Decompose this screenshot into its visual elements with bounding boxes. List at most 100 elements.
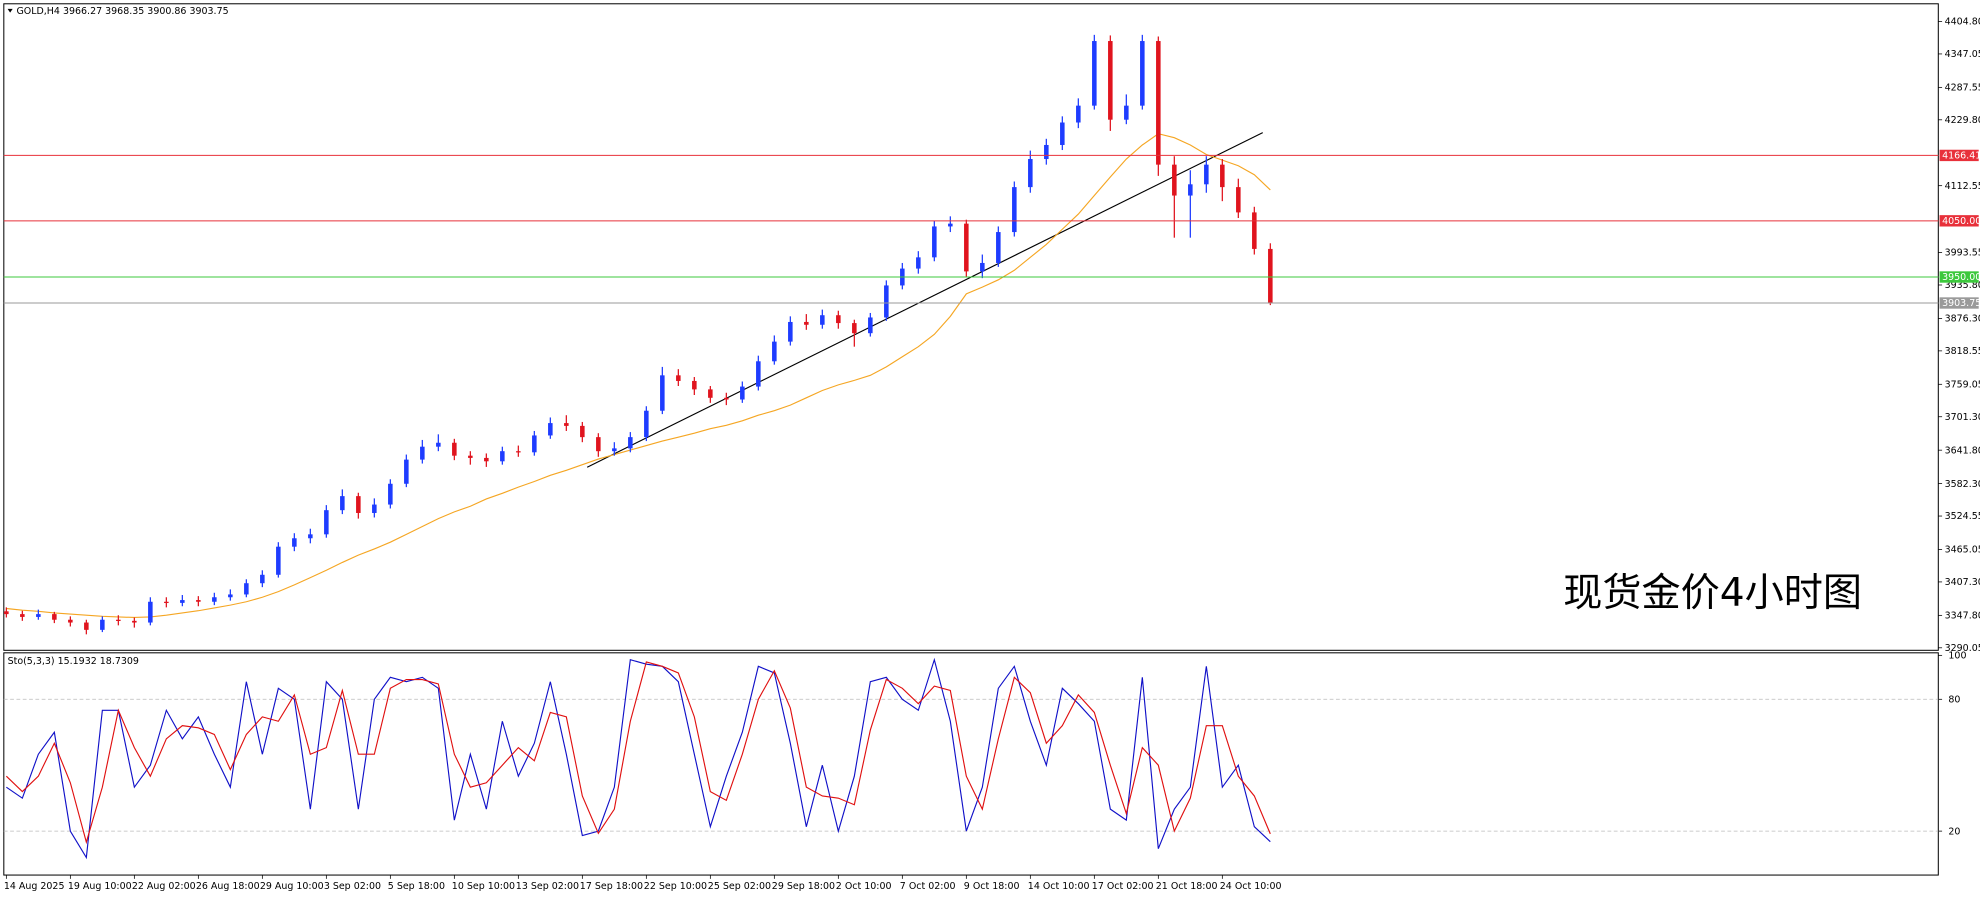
level-label-box [1939, 297, 1979, 309]
candle-body [820, 315, 825, 325]
candle-body [804, 321, 809, 325]
y-tick-label: 3290.05 [1945, 643, 1980, 654]
candle-body [1252, 212, 1257, 249]
candle-body [916, 257, 921, 269]
candle-body [676, 375, 681, 381]
y-tick-label: 20 [1948, 826, 1960, 837]
indicator-line [5, 661, 1271, 845]
candle-body [628, 437, 633, 449]
candle-body [388, 483, 393, 505]
candle-body [868, 317, 873, 334]
candle-body [212, 597, 217, 602]
candle-body [1236, 187, 1241, 213]
candle-body [196, 600, 201, 602]
candle-body [964, 223, 969, 272]
candle-body [4, 611, 9, 615]
candle-body [1028, 159, 1033, 188]
candle-body [996, 232, 1001, 263]
candle-body [1012, 187, 1017, 233]
x-tick-label: 21 Oct 18:00 [1156, 881, 1218, 892]
y-tick-label: 100 [1948, 651, 1966, 662]
candle-body [452, 442, 457, 456]
y-tick-label: 3407.30 [1945, 577, 1980, 588]
candle-body [244, 583, 249, 595]
candle-body [500, 451, 505, 462]
candle-body [1140, 41, 1145, 106]
candle-body [340, 496, 345, 511]
candle-body [276, 546, 281, 575]
x-tick-label: 29 Sep 18:00 [772, 881, 835, 892]
candle-body [724, 397, 729, 400]
candle-body [84, 622, 89, 630]
x-tick-label: 7 Oct 02:00 [900, 881, 956, 892]
level-label-box [1939, 271, 1979, 283]
candle-body [644, 410, 649, 438]
candle-body [404, 459, 409, 484]
candle-body [116, 619, 121, 621]
y-tick-label: 3347.80 [1945, 611, 1980, 622]
x-tick-label: 14 Aug 2025 [4, 881, 65, 892]
x-tick-label: 19 Aug 10:00 [68, 881, 132, 892]
candle-body [1076, 105, 1081, 123]
y-tick-label: 3465.05 [1945, 545, 1980, 556]
x-tick-label: 17 Sep 18:00 [580, 881, 643, 892]
candle-body [260, 574, 265, 584]
candle-body [436, 442, 441, 447]
indicator-panel-frame [3, 652, 1939, 876]
x-tick-label: 5 Sep 18:00 [388, 881, 445, 892]
menu-arrow [7, 8, 13, 13]
candle-body [516, 451, 521, 453]
candle-body [756, 361, 761, 387]
candle-body [596, 437, 601, 452]
x-tick-label: 25 Sep 02:00 [708, 881, 771, 892]
level-label: 4050.00 [1942, 216, 1980, 227]
x-tick-label: 2 Oct 10:00 [836, 881, 892, 892]
candle-body [180, 600, 185, 603]
candle-body [1188, 184, 1193, 196]
main-panel-frame [3, 3, 1939, 651]
candle-body [36, 614, 41, 617]
indicator-title: Sto(5,3,3) 15.1932 18.7309 [8, 656, 139, 667]
trend-line [586, 132, 1263, 468]
candle-body [1044, 144, 1049, 160]
candle-body [292, 538, 297, 547]
y-tick-label: 3759.05 [1945, 379, 1980, 390]
candle-body [100, 619, 105, 630]
y-tick-label: 3993.55 [1945, 248, 1980, 259]
candle-body [1220, 164, 1225, 188]
candle-body [932, 226, 937, 258]
candle-body [132, 620, 137, 623]
y-tick-label: 3935.80 [1945, 280, 1980, 291]
y-tick-label: 4347.05 [1945, 49, 1980, 60]
y-tick-label: 4229.80 [1945, 115, 1980, 126]
candle-body [980, 262, 985, 272]
level-label: 4166.41 [1942, 151, 1980, 162]
x-tick-label: 26 Aug 18:00 [196, 881, 260, 892]
candle-body [356, 496, 361, 513]
candle-body [20, 614, 25, 617]
candle-body [1204, 164, 1209, 185]
candle-body [532, 435, 537, 453]
y-tick-label: 3582.30 [1945, 479, 1980, 490]
candle-body [148, 601, 153, 623]
y-tick-label: 3876.30 [1945, 314, 1980, 325]
candle-body [548, 423, 553, 436]
candle-body [580, 425, 585, 438]
candle-body [1268, 248, 1273, 303]
candle-body [708, 389, 713, 398]
candle-body [1108, 41, 1113, 120]
candle-body [564, 423, 569, 426]
candle-body [68, 619, 73, 623]
x-tick-label: 9 Oct 18:00 [964, 881, 1020, 892]
candle-body [52, 614, 57, 620]
moving-average [6, 133, 1271, 619]
x-tick-label: 14 Oct 10:00 [1028, 881, 1090, 892]
candle-body [852, 323, 857, 334]
x-tick-label: 17 Oct 02:00 [1092, 881, 1154, 892]
candle-body [324, 510, 329, 535]
annotation: 现货金价4小时图 [1563, 571, 1862, 616]
candle-body [612, 448, 617, 452]
